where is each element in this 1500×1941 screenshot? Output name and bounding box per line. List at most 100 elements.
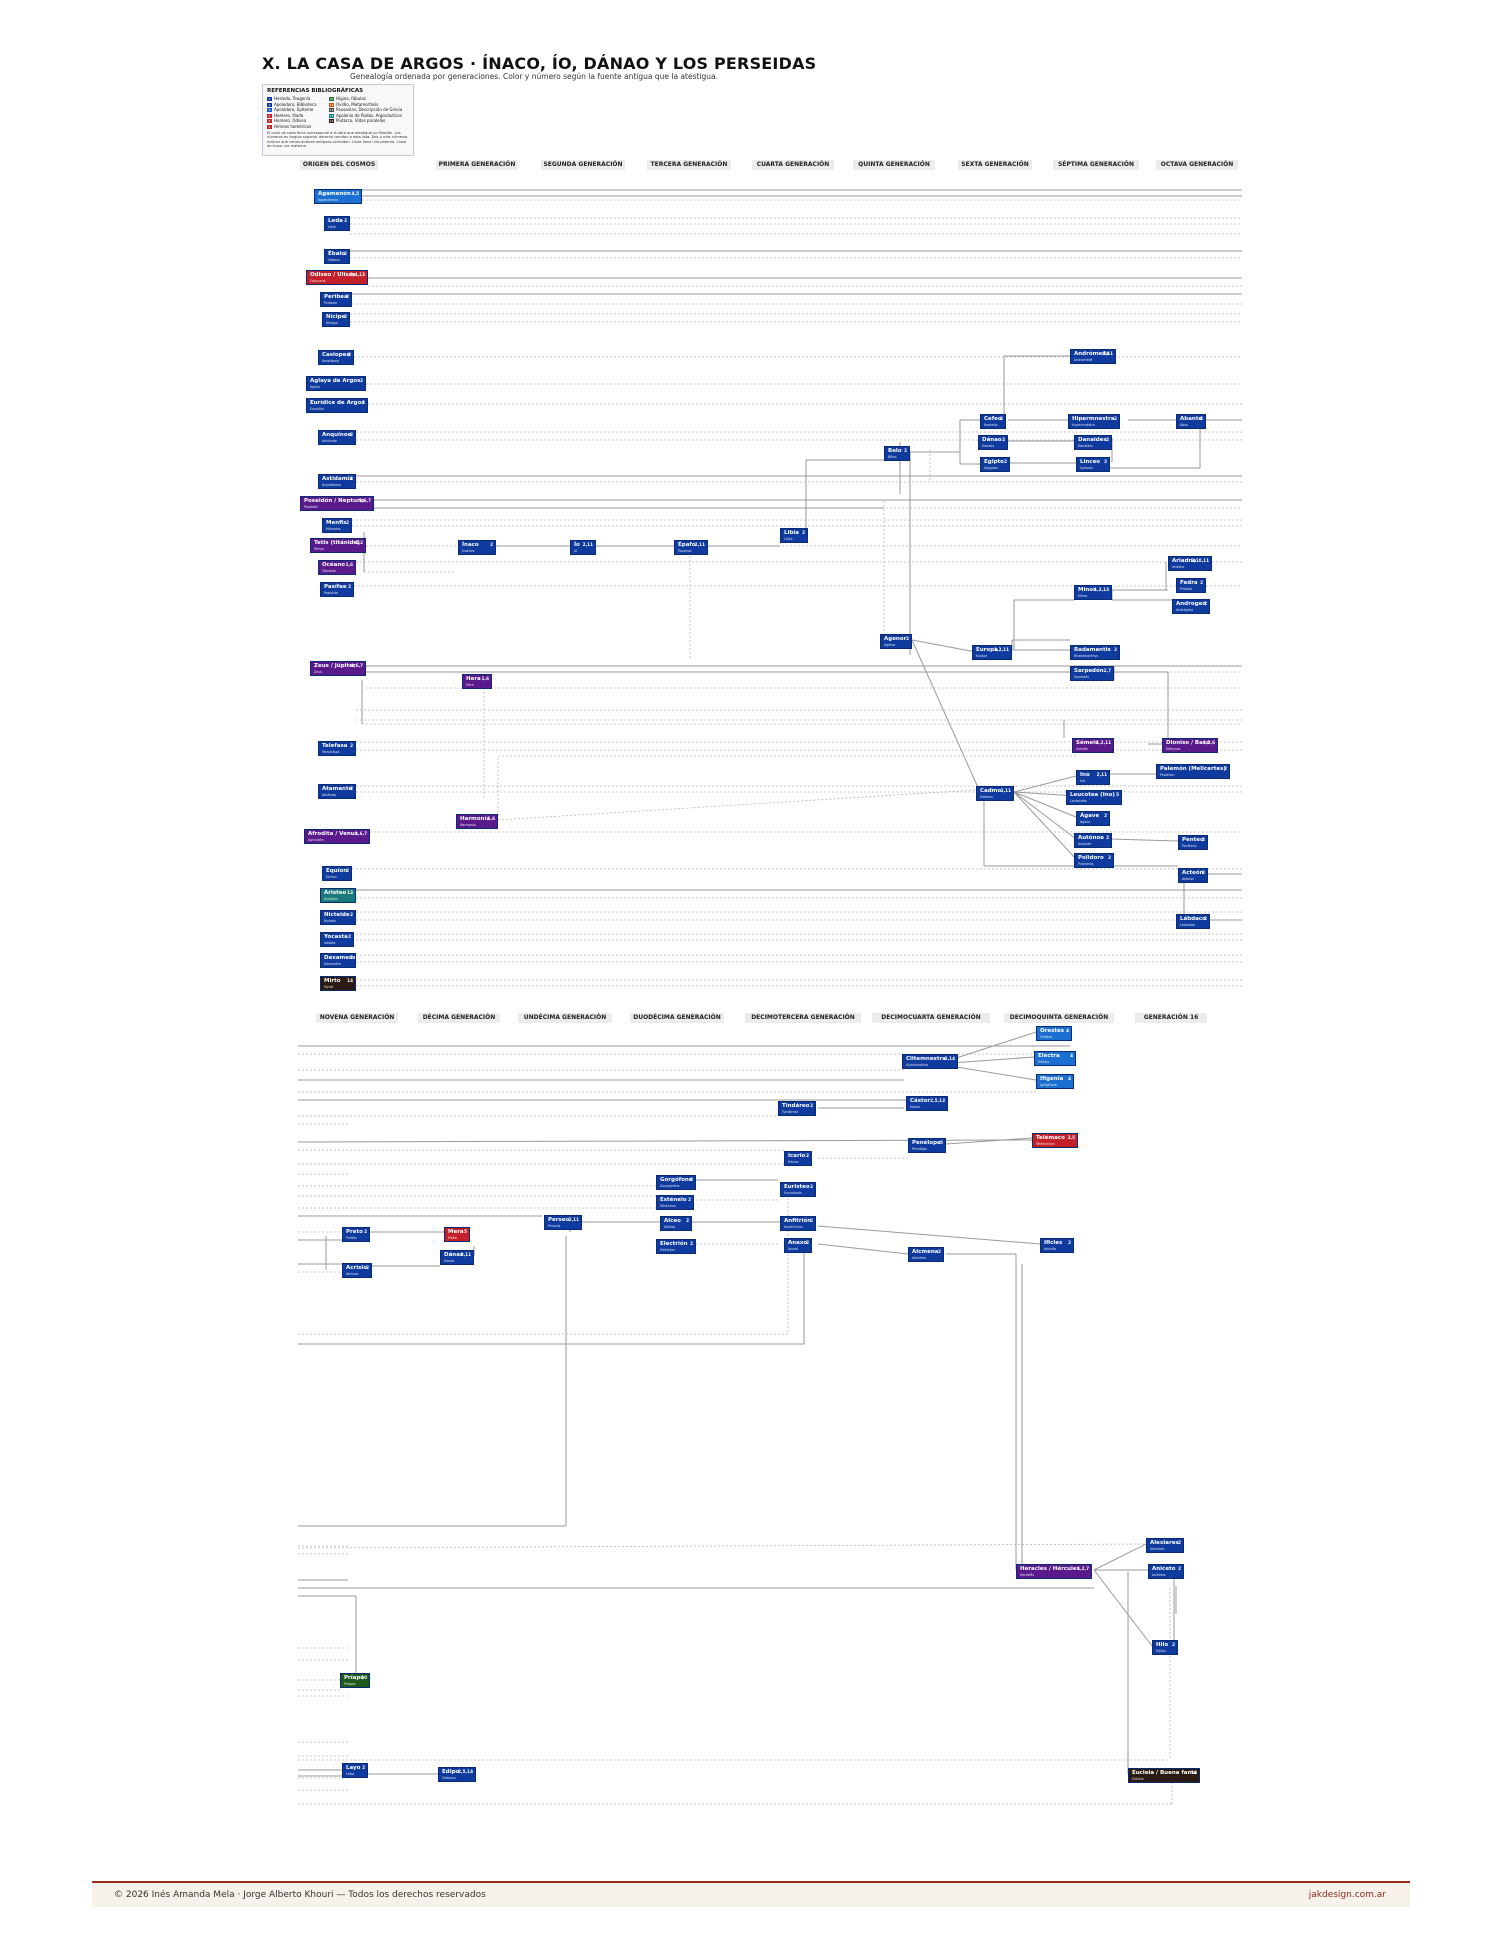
- person-node-radamantis[interactable]: Radamantis 2 Rhadámanthys: [1070, 645, 1120, 660]
- person-original-name: Iokáste: [324, 941, 336, 945]
- person-node-layo[interactable]: Layo 2 Láïos: [342, 1763, 368, 1778]
- person-node-tindareo[interactable]: Tindáreo 2 Tyndáreos: [778, 1101, 816, 1116]
- person-node-europa[interactable]: Europa 1,2,11 Európe: [972, 645, 1012, 660]
- person-node-leda[interactable]: Leda 2 Léda: [324, 216, 350, 231]
- person-node-libia[interactable]: Libia 2 Libýe: [780, 528, 808, 543]
- person-node-leucotea[interactable]: Leucotea (Ino) 5 Leukothéa: [1066, 790, 1122, 805]
- person-node-castor[interactable]: Cástor 2,5,13 Kástor: [906, 1096, 948, 1111]
- person-node-telemaco[interactable]: Telémaco 3,5 Telémakhos: [1032, 1133, 1078, 1148]
- person-node-hera[interactable]: Hera 1,6 Héra: [462, 674, 492, 689]
- person-node-epafo[interactable]: Épafo 2,11 Épaphos: [674, 540, 708, 555]
- generation-header: UNDÉCIMA GENERACIÓN: [518, 1013, 612, 1023]
- person-node-electra[interactable]: Electra 4 Eléktra: [1034, 1051, 1076, 1066]
- generation-header: QUINTA GENERACIÓN: [853, 160, 935, 170]
- person-node-acrisio[interactable]: Acrisio 2 Akrísios: [342, 1263, 372, 1278]
- person-node-alcmena[interactable]: Alcmena 2 Alkméne: [908, 1247, 944, 1262]
- person-node-ifigenia[interactable]: Ifigenia 4 Iphigéneia: [1036, 1074, 1074, 1089]
- person-node-eucleia[interactable]: Eucleia / Buena fama 14 Eúkleia: [1128, 1768, 1200, 1783]
- person-node-casiopea[interactable]: Casiopea 2 Kassiépeia: [318, 350, 354, 365]
- person-node-ariadna[interactable]: Ariadna 2,10,11 Ariádne: [1168, 556, 1212, 571]
- person-node-menfis[interactable]: Menfis 2 Mémphis: [322, 518, 352, 533]
- person-node-euristeo[interactable]: Euristeo 2 Eurystheús: [780, 1182, 816, 1197]
- person-name: Épafo: [678, 542, 696, 548]
- person-node-heracles[interactable]: Heracles / Hércules 1,2,7 Heraklês: [1016, 1564, 1092, 1579]
- person-node-danae[interactable]: Dánae 2,11 Danáe: [440, 1250, 474, 1265]
- person-node-clitemnestra[interactable]: Clitemnestra 2,14 Klytaimnéstra: [902, 1054, 958, 1069]
- person-node-peribea[interactable]: Peribea 2 Periboia: [320, 292, 352, 307]
- maternal-line: [497, 789, 977, 821]
- person-node-astidamia[interactable]: Astidamía 2 Astydámeia: [318, 474, 356, 489]
- person-node-nicipe[interactable]: Nícipe 2 Nikíppe: [322, 312, 350, 327]
- person-node-yocasta[interactable]: Yocasta 2 Iokáste: [320, 932, 354, 947]
- person-node-anaxo[interactable]: Anaxo 2 Anaxó: [784, 1238, 812, 1253]
- person-node-cefeo[interactable]: Cefeo 2 Kepheús: [980, 414, 1006, 429]
- person-node-inaco[interactable]: Ínaco 2 Ínakhos: [458, 540, 496, 555]
- person-node-androgeo[interactable]: Androgeo 2 Andrógeos: [1172, 599, 1210, 614]
- person-node-fedra[interactable]: Fedra 2 Phaídra: [1176, 578, 1206, 593]
- person-node-oceano[interactable]: Océano 1,6 Okeanós: [318, 560, 356, 575]
- person-node-polidoro[interactable]: Polidoro 2 Polýdoros: [1074, 853, 1114, 868]
- person-node-hilo[interactable]: Hilo 2 Hýllos: [1152, 1640, 1178, 1655]
- person-node-tetis[interactable]: Tetis (titánide) 1,2 Tethys: [310, 538, 366, 553]
- person-node-alceo[interactable]: Alceo 2 Alkaîos: [660, 1216, 692, 1231]
- person-original-name: Danáe: [444, 1259, 455, 1263]
- person-node-cadmo[interactable]: Cadmo 2,11 Kádmos: [976, 786, 1014, 801]
- person-node-dioniso[interactable]: Dioniso / Baco 1,2,6 Diónysos: [1162, 738, 1218, 753]
- person-node-mirto[interactable]: Mirto 14 Myrtó: [320, 976, 356, 991]
- person-node-preto[interactable]: Preto 2 Proîtos: [342, 1227, 370, 1242]
- person-node-harmonia[interactable]: Harmonía 1,6 Harmonía: [456, 814, 498, 829]
- person-node-edipo[interactable]: Edipo 2,5,14 Oidípous: [438, 1767, 476, 1782]
- person-node-nicteide[interactable]: Nicteide 2 Nykteís: [320, 910, 356, 925]
- person-node-danaides[interactable]: Danaides 2 Danaïdes: [1074, 435, 1112, 450]
- person-node-gorgofone[interactable]: Gorgófone 2 Gorgophóne: [656, 1175, 696, 1190]
- person-node-palemon[interactable]: Palemón (Melicertes) 2 Palaímon: [1156, 764, 1230, 779]
- person-node-semele[interactable]: Sémele 1,2,11 Seméle: [1072, 738, 1114, 753]
- person-node-agave[interactable]: Ágave 2 Agaúe: [1076, 811, 1110, 826]
- person-node-euridice[interactable]: Eurídice de Argos 2 Eurydíke: [306, 398, 368, 413]
- person-name: Harmonía: [460, 816, 491, 822]
- person-node-hipermnestra[interactable]: Hipermnestra 2 Hypermnéstra: [1068, 414, 1120, 429]
- person-node-linceo[interactable]: Linceo 2 Lynkeús: [1076, 457, 1110, 472]
- person-node-equion[interactable]: Equíon 2 Ekhíon: [322, 866, 352, 881]
- footer-website-link[interactable]: jakdesign.com.ar: [1308, 1890, 1386, 1900]
- person-node-abante[interactable]: Abante 2 Ábas: [1176, 414, 1206, 429]
- person-node-anquinoe[interactable]: Anquínoe 2 Ankhinóe: [318, 430, 356, 445]
- person-node-perseo[interactable]: Perseo 2,11 Perseús: [544, 1215, 582, 1230]
- person-node-aristeo[interactable]: Aristeo 13 Aristaîos: [320, 888, 356, 903]
- person-node-estenelo[interactable]: Esténelo 2 Sthénelos: [656, 1195, 694, 1210]
- person-node-agamenon[interactable]: Agamenón 4,5 Agamemnon: [314, 189, 362, 204]
- person-node-ebalo[interactable]: Ébalo 2 Oíbalos: [324, 249, 350, 264]
- person-node-aniceto[interactable]: Aniceto 2 Aníketos: [1148, 1564, 1184, 1579]
- person-node-priapo[interactable]: Príapo 10 Príapos: [340, 1673, 370, 1688]
- person-node-odiseo[interactable]: Odiseo / Ulises 3,4,13 Odysseus: [306, 270, 368, 285]
- person-node-sarpedon[interactable]: Sarpedón 2,7 Sarpedón: [1070, 666, 1114, 681]
- person-node-mera[interactable]: Mera 5 Maîra: [444, 1227, 470, 1242]
- person-node-penteo[interactable]: Penteo 2 Pentheús: [1178, 835, 1208, 850]
- person-node-pecifae[interactable]: Pasífae 2 Pasipháe: [320, 582, 354, 597]
- person-node-ificles[interactable]: Ificles 2 Iphiklês: [1040, 1238, 1074, 1253]
- person-node-belo[interactable]: Belo 2 Bêlos: [884, 446, 910, 461]
- person-node-labdaco[interactable]: Lábdaco 2 Lábdakos: [1176, 914, 1210, 929]
- person-node-zeus[interactable]: Zeus / Júpiter 1,6,7 Zeus: [310, 661, 366, 676]
- person-node-danao[interactable]: Dánao 2 Danaós: [978, 435, 1008, 450]
- person-node-acteon[interactable]: Acteón 2 Aktaíon: [1178, 868, 1208, 883]
- person-node-io[interactable]: Ío 2,11 Ió: [570, 540, 596, 555]
- person-node-poseidon[interactable]: Poseidón / Neptuno 1,6,7 Poseidôn: [300, 496, 374, 511]
- person-node-penelope[interactable]: Penélope 5 Penelópe: [908, 1138, 946, 1153]
- person-node-orestes[interactable]: Orestes 4 Oréstes: [1036, 1026, 1072, 1041]
- person-node-icario[interactable]: Icario 2 Ikários: [784, 1151, 812, 1166]
- person-node-aglaya[interactable]: Aglaya de Argos 2 Aglaía: [306, 376, 366, 391]
- person-node-autonoe[interactable]: Autónoe 2 Autonóe: [1074, 833, 1112, 848]
- person-node-ino[interactable]: Ino 2,11 Inó: [1076, 770, 1110, 785]
- person-node-alexiares[interactable]: Alexiares 2 Alexiáres: [1146, 1538, 1184, 1553]
- person-node-afrodita[interactable]: Afrodita / Venus 1,6,7 Aphrodíte: [304, 829, 370, 844]
- person-node-agenor[interactable]: Agenor 2 Agénor: [880, 634, 912, 649]
- person-node-atamante[interactable]: Atamante 2 Athámas: [318, 784, 356, 799]
- person-node-electrion[interactable]: Electrión 2 Elektrýon: [656, 1239, 696, 1254]
- person-node-andromeda[interactable]: Andrómeda 2,11 Andromédé: [1070, 349, 1116, 364]
- person-node-telefasa[interactable]: Telefasa 2 Telephássa: [318, 741, 356, 756]
- person-node-egipto[interactable]: Egipto 2 Aígyptos: [980, 457, 1010, 472]
- person-node-dexamene[interactable]: Dexamene 2 Dexaméne: [320, 953, 356, 968]
- person-node-anfitrion[interactable]: Anfitrión 2 Amphitrýon: [780, 1216, 816, 1231]
- person-node-minos[interactable]: Minos 1,2,13 Mínos: [1074, 585, 1112, 600]
